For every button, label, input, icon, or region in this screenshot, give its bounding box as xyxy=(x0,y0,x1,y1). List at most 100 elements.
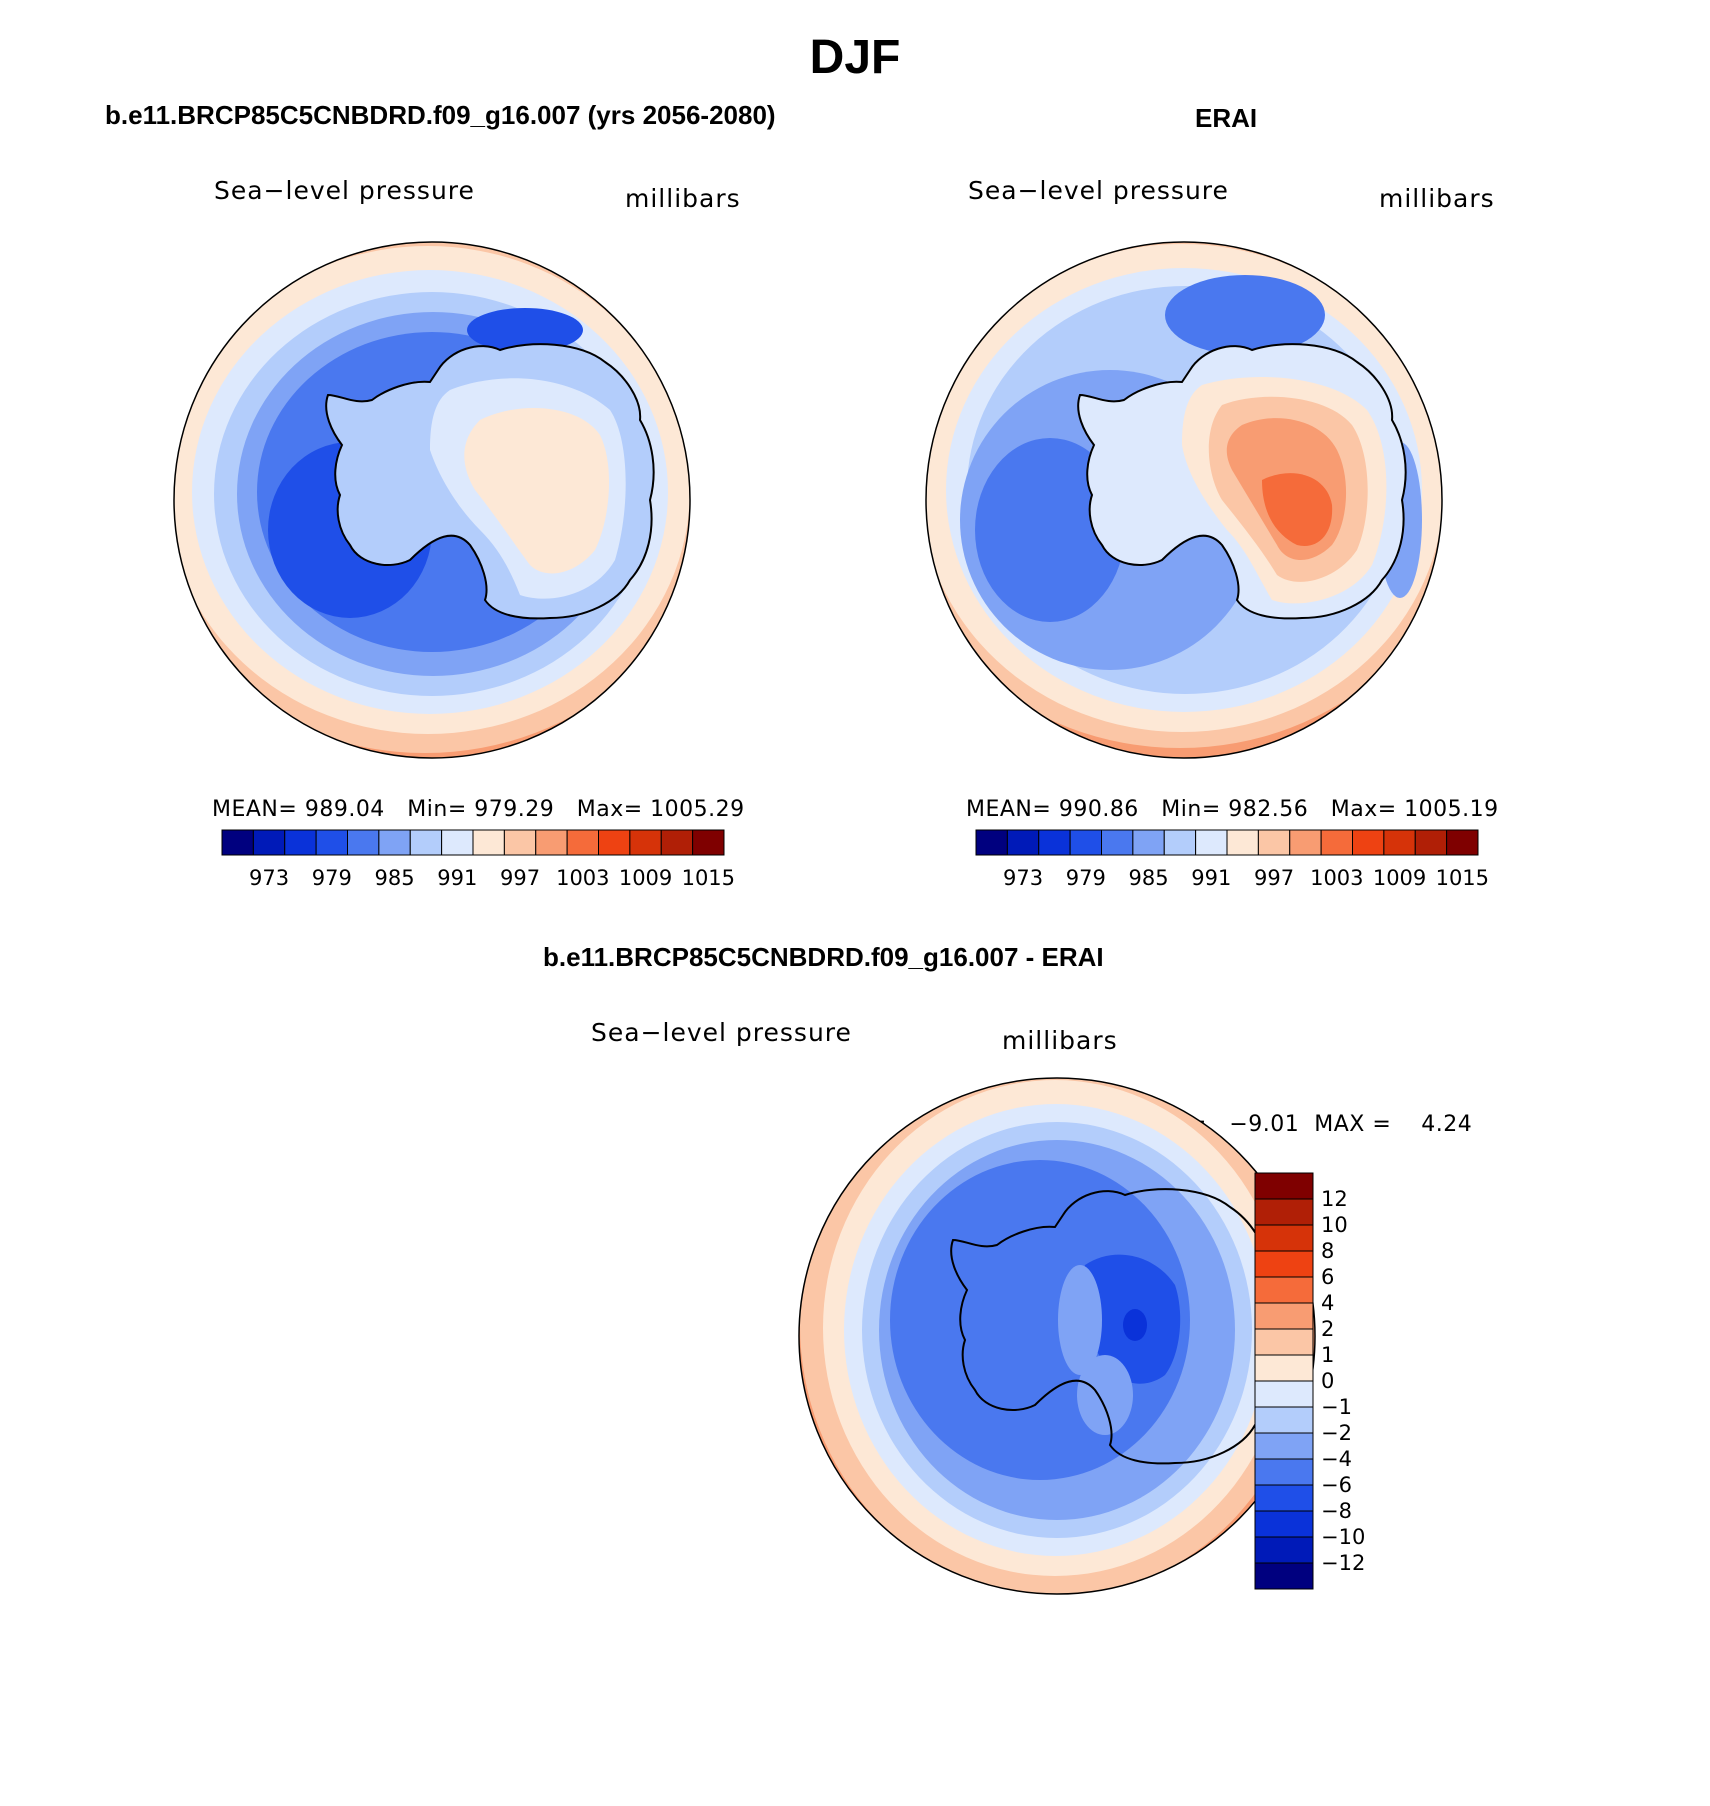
diff-colorbar-box xyxy=(1254,1354,1314,1382)
obs-colorbar-box xyxy=(1446,829,1479,856)
obs-colorbar-tick-label: 973 xyxy=(1003,866,1043,890)
obs-colorbar-box xyxy=(1006,829,1040,856)
model-panel-heading: b.e11.BRCP85C5CNBDRD.f09_g16.007 (yrs 20… xyxy=(105,100,776,130)
diff-colorbar-box xyxy=(1254,1536,1314,1564)
model-colorbar-tick-label: 1009 xyxy=(619,866,672,890)
figure-title: DJF xyxy=(809,31,901,84)
obs-mean-value: 990.86 xyxy=(1058,797,1139,822)
diff-colorbar-box xyxy=(1254,1406,1314,1434)
model-max-label: Max= xyxy=(576,797,643,822)
obs-colorbar-box xyxy=(1069,829,1102,856)
diff-colorbar-tick-label: −10 xyxy=(1321,1525,1365,1549)
model-variable-label: Sea−level pressure xyxy=(214,176,475,205)
model-units-label: millibars xyxy=(625,184,741,213)
model-colorbar-box xyxy=(629,829,662,856)
obs-colorbar-box xyxy=(1132,829,1165,856)
diff-colorbar-box xyxy=(1254,1172,1314,1200)
model-colorbar-box xyxy=(535,829,568,856)
diff-colorbar-box xyxy=(1254,1484,1314,1512)
diff-colorbar-tick-label: 10 xyxy=(1321,1213,1348,1237)
obs-colorbar-box xyxy=(1383,829,1416,856)
model-mean-value: 989.04 xyxy=(304,797,385,822)
diff-colorbar-tick-label: −1 xyxy=(1321,1395,1352,1419)
model-colorbar-box xyxy=(598,829,631,856)
diff-colorbar-box xyxy=(1254,1328,1314,1356)
model-max-value: 1005.29 xyxy=(650,797,745,822)
diff-min-value: −9.01 xyxy=(1229,1112,1300,1137)
obs-colorbar-box xyxy=(1195,829,1228,856)
diff-colorbar-box xyxy=(1254,1224,1314,1252)
diff-colorbar-box xyxy=(1254,1562,1314,1590)
model-mean-label: MEAN= xyxy=(212,797,298,822)
obs-panel-heading: ERAI xyxy=(1195,103,1258,133)
diff-variable-label: Sea−level pressure xyxy=(591,1018,852,1047)
obs-colorbar-tick-label: 1003 xyxy=(1310,866,1363,890)
diff-colorbar-tick-label: −6 xyxy=(1321,1473,1352,1497)
model-colorbar-box xyxy=(252,829,286,856)
model-stats: MEAN= 989.04 Min= 979.29 Max= 1005.29 xyxy=(212,797,745,822)
diff-colorbar-tick-label: 1 xyxy=(1321,1343,1334,1367)
diff-colorbar-tick-label: −4 xyxy=(1321,1447,1352,1471)
diff-colorbar-box xyxy=(1254,1380,1314,1408)
diff-colorbar-box xyxy=(1254,1458,1314,1486)
model-colorbar: 973 979 985 991 997 1003 1009 1015 xyxy=(221,829,735,890)
model-colorbar-tick-label: 1003 xyxy=(556,866,609,890)
model-colorbar-box xyxy=(378,829,411,856)
obs-colorbar-box xyxy=(1226,829,1259,856)
model-map xyxy=(173,241,691,759)
diff-colorbar-tick-label: 12 xyxy=(1321,1187,1348,1211)
model-min-value: 979.29 xyxy=(474,797,555,822)
diff-colorbar-tick-label: −8 xyxy=(1321,1499,1352,1523)
model-colorbar-box xyxy=(347,829,380,856)
model-min-label: Min= xyxy=(407,797,467,822)
model-colorbar-tick-label: 979 xyxy=(312,866,352,890)
obs-max-value: 1005.19 xyxy=(1404,797,1499,822)
obs-colorbar-box xyxy=(1289,829,1322,856)
diff-colorbar-tick-label: 6 xyxy=(1321,1265,1334,1289)
model-colorbar-box xyxy=(315,829,348,856)
diff-max-label: MAX = xyxy=(1314,1112,1392,1137)
obs-colorbar-box xyxy=(1414,829,1448,856)
obs-colorbar-tick-label: 1009 xyxy=(1373,866,1426,890)
model-colorbar-box xyxy=(221,829,254,856)
model-colorbar-box xyxy=(503,829,537,856)
obs-map xyxy=(925,241,1443,759)
diff-colorbar-box xyxy=(1254,1510,1314,1538)
diff-colorbar-tick-label: 0 xyxy=(1321,1369,1334,1393)
model-colorbar-box xyxy=(284,829,317,856)
model-colorbar-box xyxy=(566,829,599,856)
model-colorbar-box xyxy=(692,829,725,856)
diff-stats: MIN = −9.01 MAX = 4.24 xyxy=(1137,1112,1472,1137)
diff-max-value: 4.24 xyxy=(1421,1112,1473,1137)
obs-colorbar-tick-label: 991 xyxy=(1191,866,1231,890)
model-colorbar-box xyxy=(409,829,443,856)
obs-colorbar-box xyxy=(1038,829,1071,856)
obs-stats: MEAN= 990.86 Min= 982.56 Max= 1005.19 xyxy=(966,797,1499,822)
model-colorbar-box xyxy=(472,829,505,856)
obs-colorbar-tick-label: 1015 xyxy=(1436,866,1489,890)
diff-colorbar-box xyxy=(1254,1432,1314,1460)
diff-colorbar-tick-label: 2 xyxy=(1321,1317,1334,1341)
obs-colorbar-box xyxy=(1352,829,1385,856)
diff-colorbar-tick-label: −2 xyxy=(1321,1421,1352,1445)
model-colorbar-tick-label: 1015 xyxy=(682,866,735,890)
obs-colorbar-box xyxy=(1101,829,1134,856)
obs-min-label: Min= xyxy=(1161,797,1221,822)
diff-colorbar-tick-label: 8 xyxy=(1321,1239,1334,1263)
diff-colorbar-tick-label: −12 xyxy=(1321,1551,1365,1575)
diff-map xyxy=(798,1077,1316,1595)
obs-variable-label: Sea−level pressure xyxy=(968,176,1229,205)
obs-colorbar-box xyxy=(1163,829,1197,856)
diff-colorbar-box xyxy=(1254,1198,1314,1226)
model-colorbar-box xyxy=(660,829,694,856)
obs-min-value: 982.56 xyxy=(1228,797,1309,822)
obs-max-label: Max= xyxy=(1330,797,1397,822)
diff-colorbar-box xyxy=(1254,1250,1314,1278)
obs-colorbar-tick-label: 979 xyxy=(1066,866,1106,890)
diff-panel-heading: b.e11.BRCP85C5CNBDRD.f09_g16.007 - ERAI xyxy=(543,942,1104,972)
obs-colorbar-box xyxy=(1257,829,1291,856)
model-colorbar-tick-label: 991 xyxy=(437,866,477,890)
model-colorbar-tick-label: 997 xyxy=(500,866,540,890)
